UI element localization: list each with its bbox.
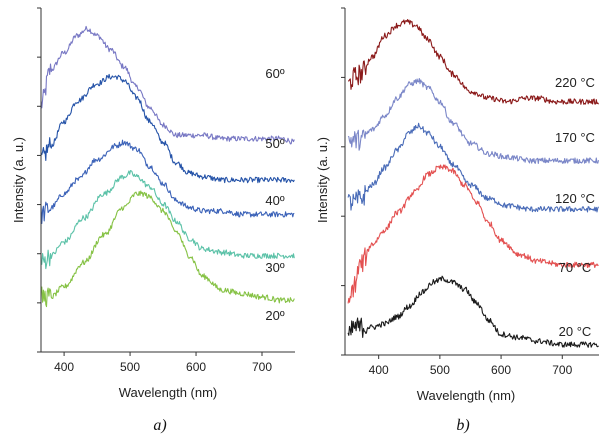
panel-b-caption: b) (456, 417, 469, 434)
series-line (40, 73, 295, 184)
series-label: 40º (265, 193, 284, 208)
panel-a-xlabel: Wavelength (nm) (119, 385, 218, 400)
series-label: 220 °C (555, 75, 595, 90)
x-tick-label: 600 (491, 363, 511, 377)
x-tick-label: 600 (186, 360, 206, 374)
x-tick-label: 500 (120, 360, 140, 374)
series-label: 20º (265, 308, 284, 323)
x-tick-label: 700 (252, 360, 272, 374)
panel-b-ylabel: Intensity (a. u.) (315, 137, 330, 223)
panel-a-series-labels: 60º 50º 40º 30º 20º (265, 66, 284, 323)
panel-a-plot-area (40, 25, 295, 308)
series-label: 50º (265, 136, 284, 151)
series-line (40, 190, 295, 308)
series-line (347, 19, 599, 105)
panel-b-plot-area (347, 19, 599, 348)
panel-b: 400 500 600 700 220 °C 170 °C 120 °C 70 °C 20 °… (315, 7, 599, 434)
series-label: 170 °C (555, 130, 595, 145)
panel-b-series-labels: 220 °C 170 °C 120 °C 70 °C 20 °C (555, 75, 595, 339)
series-line (40, 170, 295, 270)
series-line (347, 164, 599, 304)
panel-a-ylabel: Intensity (a. u.) (11, 137, 26, 223)
panel-a: 400 500 600 700 60º 50º 40º 30º 20º Wavelength … (11, 7, 295, 434)
panel-b-y-ticks (341, 7, 345, 356)
panel-a-caption: a) (153, 417, 166, 434)
series-label: 120 °C (555, 191, 595, 206)
x-tick-label: 700 (552, 363, 572, 377)
series-line (40, 25, 295, 145)
series-label: 60º (265, 66, 284, 81)
x-tick-label: 400 (369, 363, 389, 377)
series-label: 20 °C (559, 324, 592, 339)
panel-b-x-ticks: 400 500 600 700 (369, 355, 573, 377)
series-line (347, 77, 599, 164)
series-label: 70 °C (559, 260, 592, 275)
x-tick-label: 400 (54, 360, 74, 374)
panel-a-x-ticks: 400 500 600 700 (54, 352, 272, 374)
panel-b-xlabel: Wavelength (nm) (417, 388, 516, 403)
series-label: 30º (265, 260, 284, 275)
panel-a-y-ticks (37, 7, 41, 353)
series-line (40, 139, 295, 225)
series-line (347, 122, 599, 213)
x-tick-label: 500 (430, 363, 450, 377)
series-line (347, 275, 599, 348)
